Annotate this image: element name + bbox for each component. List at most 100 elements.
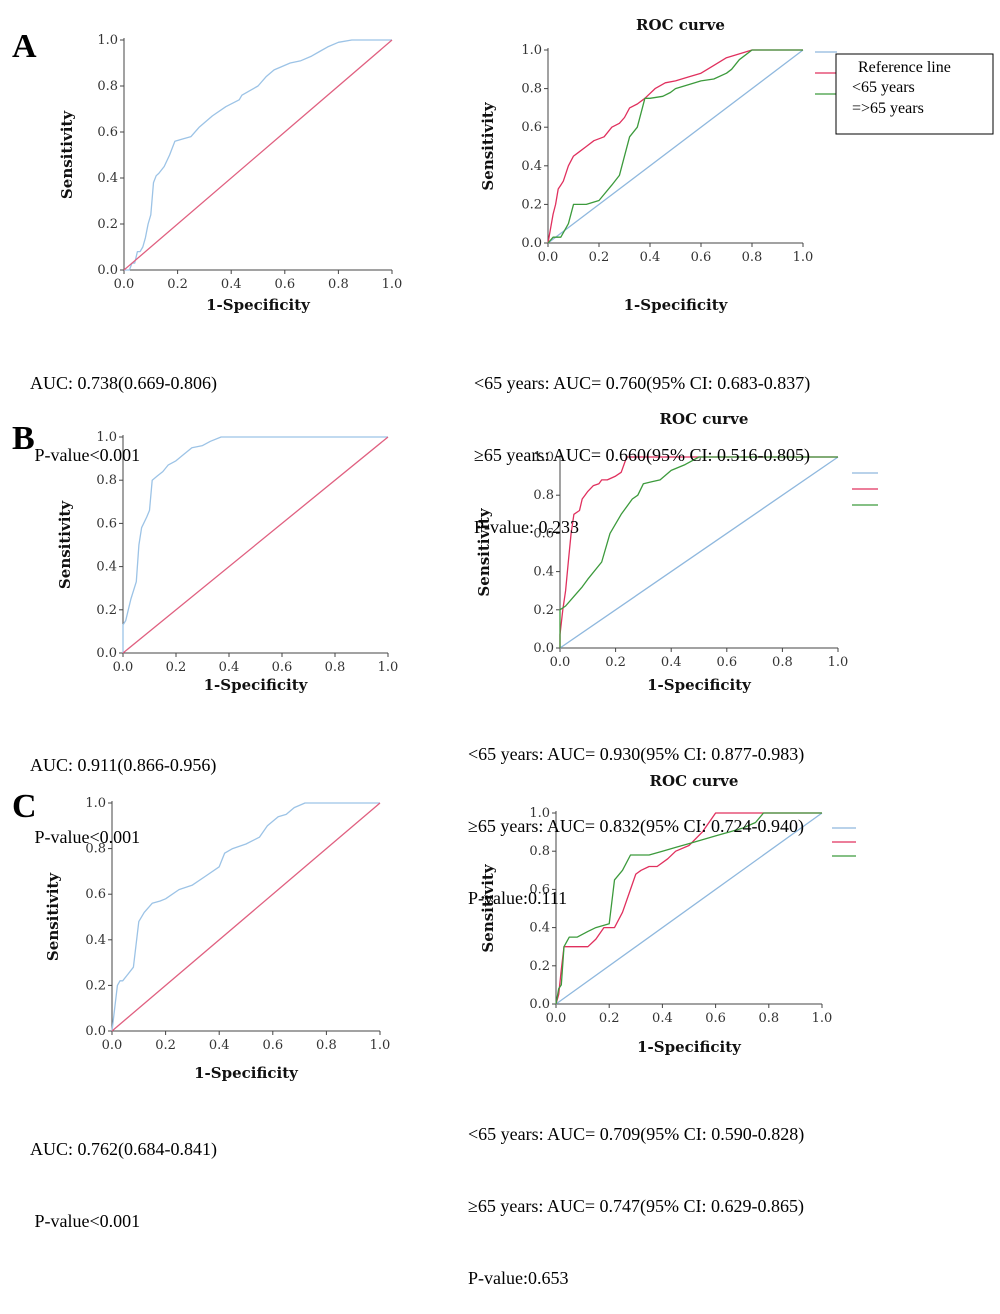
y-tick-label: 0.4	[85, 933, 106, 948]
y-tick-label: 0.6	[97, 125, 118, 140]
y-tick-label: 1.0	[96, 430, 117, 445]
y-tick-label: 0.0	[85, 1024, 106, 1039]
x-tick-label: 1.0	[370, 1038, 391, 1053]
chart-b-left: 0.0 0.2 0.4 0.6 0.8 1.0 0.0 0.2 0.4 0.6 0.8 1.0 1-Sp…	[56, 430, 398, 694]
chart-title: ROC curve	[636, 16, 725, 34]
y-tick-label: 1.0	[85, 796, 106, 811]
series-line-under65	[547, 49, 803, 244]
y-axis-title: Sensitivity	[475, 507, 493, 596]
y-tick-label: 0.6	[521, 120, 542, 135]
series-line-over65	[555, 812, 822, 1005]
y-tick-label: 1.0	[533, 450, 554, 465]
stats-a-right: <65 years: AUC= 0.760(95% CI: 0.683-0.83…	[474, 323, 810, 563]
y-tick-label: 0.4	[521, 159, 542, 174]
x-tick-label: 1.0	[812, 1011, 833, 1026]
y-tick-label: 0.4	[97, 171, 118, 186]
chart-c-right: 0.0 0.2 0.4 0.6 0.8 1.0 0.0 0.2 0.4 0.6 0.8 1.0 1-Sp…	[479, 772, 856, 1056]
y-tick-label: 1.0	[529, 806, 550, 821]
panel-label-a: A	[12, 28, 37, 65]
x-tick-label: 0.4	[221, 277, 242, 292]
x-tick-label: 0.0	[114, 277, 135, 292]
x-tick-label: 0.2	[166, 660, 187, 675]
x-tick-label: 0.2	[155, 1038, 176, 1053]
panel-label-c: C	[12, 788, 37, 825]
series-line-over65	[559, 456, 838, 648]
x-tick-label: 0.8	[328, 277, 349, 292]
y-tick-label: 0.2	[521, 197, 542, 212]
x-axis-title: 1-Specificity	[624, 296, 729, 314]
stat-line: AUC: 0.738(0.669-0.806)	[30, 373, 217, 393]
y-tick-label: 0.8	[533, 488, 554, 503]
x-tick-label: 0.4	[209, 1038, 230, 1053]
stat-line: AUC: 0.762(0.684-0.841)	[30, 1139, 217, 1159]
y-tick-label: 0.0	[533, 641, 554, 656]
figure-canvas: A B C 0.0 0.2 0.4 0.6 0.8 1.0 0.0 0.2 0.4 0.6 0.8 1…	[12, 16, 994, 1082]
x-tick-label: 0.2	[605, 655, 626, 670]
x-tick-label: 0.2	[599, 1011, 620, 1026]
x-axis-title: 1-Specificity	[206, 296, 311, 314]
x-tick-label: 0.2	[589, 250, 610, 265]
x-tick-label: 0.4	[219, 660, 240, 675]
legend: Reference line <65 years =>65 years	[815, 51, 994, 135]
legend-entry: Reference line	[858, 59, 951, 76]
legend	[852, 472, 878, 506]
legend-box	[835, 53, 994, 135]
x-tick-label: 0.0	[538, 250, 559, 265]
y-tick-label: 0.8	[96, 473, 117, 488]
y-axis-title: Sensitivity	[44, 872, 62, 961]
y-tick-label: 0.4	[96, 560, 117, 575]
chart-title: ROC curve	[660, 410, 749, 428]
series-line-diagonal	[123, 39, 393, 271]
series-line-over65	[547, 49, 803, 244]
y-tick-label: 0.4	[529, 921, 550, 936]
x-tick-label: 0.4	[661, 655, 682, 670]
x-tick-label: 0.8	[742, 250, 763, 265]
series-line-reference	[555, 812, 823, 1005]
series-line-overall	[122, 436, 388, 653]
x-tick-label: 0.0	[102, 1038, 123, 1053]
stat-line: ≥65 years: AUC= 0.660(95% CI: 0.516-0.80…	[474, 445, 810, 465]
stats-b-left: AUC: 0.911(0.866-0.956) P-value<0.001	[30, 705, 216, 873]
x-tick-label: 0.8	[758, 1011, 779, 1026]
y-tick-label: 0.6	[529, 882, 550, 897]
series-line-overall	[124, 39, 392, 271]
x-tick-label: 0.4	[640, 250, 661, 265]
stats-b-right: <65 years: AUC= 0.930(95% CI: 0.877-0.98…	[468, 694, 804, 934]
y-tick-label: 0.2	[529, 959, 550, 974]
stat-line: AUC: 0.911(0.866-0.956)	[30, 755, 217, 775]
series-line-diagonal	[122, 436, 389, 654]
y-axis-title: Sensitivity	[479, 101, 497, 190]
stat-line: <65 years: AUC= 0.709(95% CI: 0.590-0.82…	[468, 1124, 805, 1144]
charts-layer: 0.0 0.2 0.4 0.6 0.8 1.0 0.0 0.2 0.4 0.6 0.8 1.0 1-Sp…	[44, 16, 994, 1082]
x-axis-title: 1-Specificity	[647, 676, 752, 694]
x-tick-label: 1.0	[828, 655, 849, 670]
y-tick-label: 0.8	[97, 79, 118, 94]
x-tick-label: 0.4	[652, 1011, 673, 1026]
y-tick-label: 0.6	[96, 516, 117, 531]
chart-c-left: 0.0 0.2 0.4 0.6 0.8 1.0 0.0 0.2 0.4 0.6 0.8 1.0 1-Sp…	[44, 796, 390, 1082]
stat-line: <65 years: AUC= 0.930(95% CI: 0.877-0.98…	[468, 744, 805, 764]
stat-line: ≥65 years: AUC= 0.747(95% CI: 0.629-0.86…	[468, 1196, 804, 1216]
stat-line: <65 years: AUC= 0.760(95% CI: 0.683-0.83…	[474, 373, 811, 393]
x-tick-label: 0.6	[262, 1038, 283, 1053]
chart-b-right: 0.0 0.2 0.4 0.6 0.8 1.0 0.0 0.2 0.4 0.6 0.8 1.0 1-Sp…	[475, 410, 878, 694]
y-tick-label: 0.8	[529, 844, 550, 859]
x-axis-title: 1-Specificity	[204, 676, 309, 694]
chart-title: ROC curve	[650, 772, 739, 790]
series-line-reference	[547, 49, 804, 244]
y-axis-title: Sensitivity	[479, 863, 497, 952]
stat-line: ≥65 years: AUC= 0.832(95% CI: 0.724-0.94…	[468, 816, 804, 836]
y-tick-label: 0.0	[529, 997, 550, 1012]
series-line-under65	[555, 812, 822, 1005]
y-tick-label: 0.2	[533, 603, 554, 618]
y-tick-label: 0.0	[96, 646, 117, 661]
x-tick-label: 1.0	[378, 660, 399, 675]
x-tick-label: 0.6	[691, 250, 712, 265]
y-tick-label: 0.8	[85, 842, 106, 857]
y-tick-label: 0.2	[97, 217, 118, 232]
y-tick-label: 0.0	[521, 236, 542, 251]
y-axis-title: Sensitivity	[58, 110, 76, 199]
y-tick-label: 1.0	[521, 43, 542, 58]
y-tick-label: 1.0	[97, 33, 118, 48]
x-axis-title: 1-Specificity	[637, 1038, 742, 1056]
